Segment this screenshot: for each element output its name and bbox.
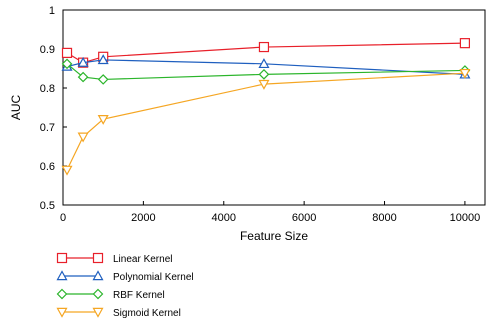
data-point bbox=[61, 47, 73, 59]
y-tick-label: 0.6 bbox=[40, 161, 55, 173]
x-tick-label: 6000 bbox=[292, 212, 316, 224]
axes: 0.5 0.6 0.7 0.8 0.9 1 0 2000 4000 6000 8000 10000 bbox=[40, 5, 486, 224]
x-tick-label: 4000 bbox=[212, 212, 236, 224]
x-tick-label: 10000 bbox=[450, 212, 481, 224]
y-tick-label: 0.9 bbox=[40, 44, 55, 56]
x-axis-label: Feature Size bbox=[240, 229, 308, 243]
data-point bbox=[258, 58, 270, 69]
legend-label: Sigmoid Kernel bbox=[113, 308, 181, 319]
data-point bbox=[77, 132, 89, 143]
series-layer bbox=[61, 38, 471, 176]
data-point bbox=[258, 41, 270, 53]
data-point bbox=[97, 54, 109, 65]
legend-label: Polynomial Kernel bbox=[113, 272, 194, 283]
data-point bbox=[92, 288, 104, 300]
y-tick-label: 0.8 bbox=[40, 83, 55, 95]
data-point bbox=[92, 252, 104, 264]
data-point bbox=[56, 270, 68, 281]
data-point bbox=[258, 69, 270, 80]
data-point bbox=[97, 74, 109, 85]
series-rbf-kernel bbox=[61, 58, 471, 85]
y-tick-label: 1 bbox=[49, 5, 55, 17]
data-point bbox=[77, 71, 89, 83]
data-point bbox=[92, 270, 104, 281]
legend-label: RBF Kernel bbox=[113, 290, 165, 301]
data-point bbox=[56, 288, 68, 300]
y-axis-label: AUC bbox=[9, 95, 23, 121]
legend-item: RBF Kernel bbox=[56, 288, 165, 301]
legend-item: Sigmoid Kernel bbox=[56, 307, 181, 319]
data-point bbox=[97, 114, 109, 125]
series-sigmoid-kernel bbox=[61, 68, 471, 176]
legend-item: Polynomial Kernel bbox=[56, 270, 194, 283]
data-point bbox=[258, 79, 270, 90]
data-point bbox=[61, 58, 73, 70]
x-tick-label: 8000 bbox=[372, 212, 396, 224]
data-point bbox=[56, 307, 68, 318]
data-point bbox=[61, 165, 73, 176]
legend: Linear Kernel Polynomial Kernel RBF Kernel… bbox=[56, 252, 194, 319]
legend-item: Linear Kernel bbox=[56, 252, 172, 265]
y-tick-label: 0.7 bbox=[40, 122, 55, 134]
data-point bbox=[459, 38, 471, 49]
plot-frame bbox=[62, 9, 486, 206]
data-point bbox=[459, 68, 471, 79]
data-point bbox=[92, 307, 104, 318]
y-tick-label: 0.5 bbox=[40, 200, 55, 212]
data-point bbox=[56, 252, 68, 264]
legend-label: Linear Kernel bbox=[113, 254, 172, 265]
data-point bbox=[77, 56, 89, 67]
x-tick-label: 0 bbox=[60, 212, 66, 224]
x-tick-label: 2000 bbox=[131, 212, 155, 224]
series-line bbox=[66, 72, 465, 171]
